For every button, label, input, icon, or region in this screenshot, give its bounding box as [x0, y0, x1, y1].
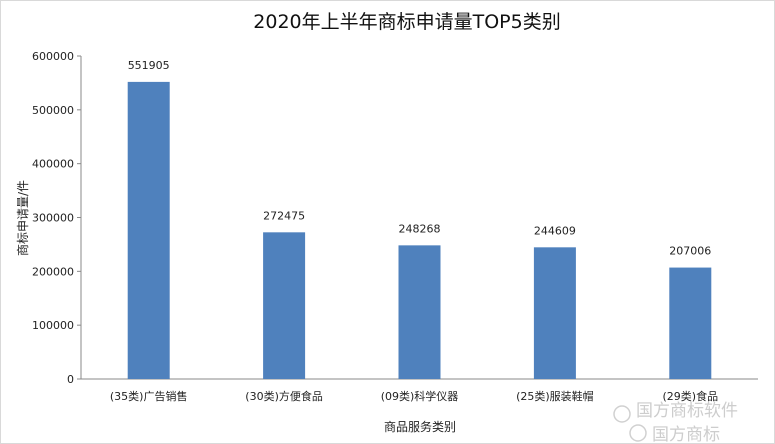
x-tick-label: (30类)方便食品: [245, 389, 323, 403]
y-tick-label: 500000: [32, 104, 74, 117]
y-axis-title: 商标申请量/件: [15, 180, 30, 256]
x-tick-label: (35类)广告销售: [110, 389, 188, 403]
bar: [533, 247, 576, 379]
y-tick-label: 0: [67, 373, 74, 386]
weibo-icon: [629, 424, 647, 442]
watermark-logo: 国方商标软件 国方商标: [613, 401, 738, 444]
bar: [398, 245, 441, 379]
data-label: 272475: [263, 209, 305, 222]
data-label: 551905: [128, 59, 170, 72]
x-tick-label: (29类)食品: [663, 389, 719, 403]
y-tick-label: 200000: [32, 265, 74, 278]
bar: [263, 232, 306, 379]
y-tick-label: 400000: [32, 158, 74, 171]
x-tick-label: (25类)服装鞋帽: [516, 389, 594, 403]
y-tick-label: 100000: [32, 319, 74, 332]
x-tick-label: (09类)科学仪器: [381, 389, 459, 403]
bar: [669, 267, 712, 379]
chart-title: 2020年上半年商标申请量TOP5类别: [253, 11, 560, 33]
bar: [127, 81, 170, 379]
watermark-text-2: 国方商标: [652, 425, 720, 444]
data-label: 244609: [534, 224, 576, 237]
y-tick-label: 300000: [32, 212, 74, 225]
data-label: 248268: [399, 222, 441, 235]
x-axis-title: 商品服务类别: [384, 419, 456, 434]
watermark-text-1: 国方商标软件: [636, 401, 738, 421]
data-label: 207006: [669, 245, 711, 258]
wechat-icon: [613, 405, 631, 423]
y-tick-label: 600000: [32, 50, 74, 63]
